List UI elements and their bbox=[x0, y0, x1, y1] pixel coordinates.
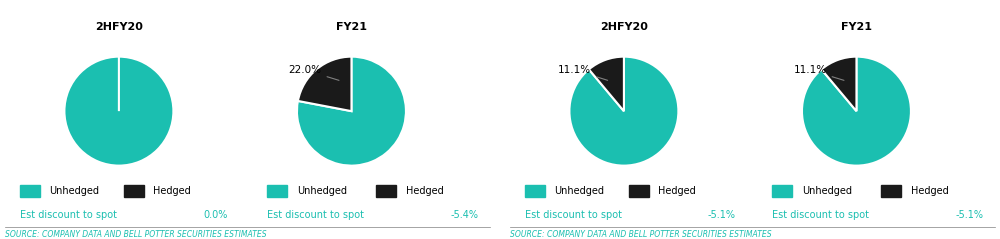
Text: Hedged: Hedged bbox=[658, 186, 696, 196]
Wedge shape bbox=[64, 57, 173, 166]
Text: SOURCE: COMPANY DATA AND BELL POTTER SECURITIES ESTIMATES: SOURCE: COMPANY DATA AND BELL POTTER SEC… bbox=[5, 230, 267, 239]
Text: Est discount to spot: Est discount to spot bbox=[525, 210, 622, 220]
Text: Figure 3 – Northern Star (NST) hedge profile: Figure 3 – Northern Star (NST) hedge pro… bbox=[7, 15, 303, 28]
Text: FY21: FY21 bbox=[336, 22, 367, 32]
Wedge shape bbox=[589, 57, 624, 111]
Text: Hedged: Hedged bbox=[153, 186, 191, 196]
Text: Figure 4 – Regis Resources (RRL) hedge profile: Figure 4 – Regis Resources (RRL) hedge p… bbox=[512, 15, 824, 28]
Text: 2HFY20: 2HFY20 bbox=[95, 22, 143, 32]
Text: Hedged: Hedged bbox=[911, 186, 949, 196]
Wedge shape bbox=[802, 57, 911, 166]
Text: Unhedged: Unhedged bbox=[554, 186, 604, 196]
Bar bbox=[267, 185, 287, 197]
Text: 2HFY20: 2HFY20 bbox=[600, 22, 648, 32]
Text: Hedged: Hedged bbox=[406, 186, 444, 196]
Wedge shape bbox=[569, 57, 678, 166]
Bar bbox=[124, 185, 144, 197]
Text: Est discount to spot: Est discount to spot bbox=[267, 210, 364, 220]
Text: 11.1%: 11.1% bbox=[794, 65, 844, 80]
Wedge shape bbox=[821, 57, 856, 111]
Text: Unhedged: Unhedged bbox=[297, 186, 347, 196]
Bar bbox=[376, 185, 396, 197]
Text: 22.0%: 22.0% bbox=[289, 65, 339, 80]
Text: -5.1%: -5.1% bbox=[955, 210, 983, 220]
Text: Unhedged: Unhedged bbox=[802, 186, 852, 196]
Bar bbox=[881, 185, 901, 197]
Bar bbox=[525, 185, 545, 197]
Text: Est discount to spot: Est discount to spot bbox=[20, 210, 117, 220]
Text: Est discount to spot: Est discount to spot bbox=[772, 210, 869, 220]
Text: -5.1%: -5.1% bbox=[708, 210, 736, 220]
Bar bbox=[629, 185, 649, 197]
Text: 0.0%: 0.0% bbox=[203, 210, 227, 220]
Text: -5.4%: -5.4% bbox=[450, 210, 478, 220]
Text: FY21: FY21 bbox=[841, 22, 872, 32]
Text: Unhedged: Unhedged bbox=[50, 186, 100, 196]
Wedge shape bbox=[297, 57, 406, 166]
Bar bbox=[20, 185, 40, 197]
Text: 11.1%: 11.1% bbox=[558, 65, 608, 80]
Wedge shape bbox=[298, 57, 351, 111]
Text: SOURCE: COMPANY DATA AND BELL POTTER SECURITIES ESTIMATES: SOURCE: COMPANY DATA AND BELL POTTER SEC… bbox=[510, 230, 772, 239]
Bar bbox=[772, 185, 792, 197]
